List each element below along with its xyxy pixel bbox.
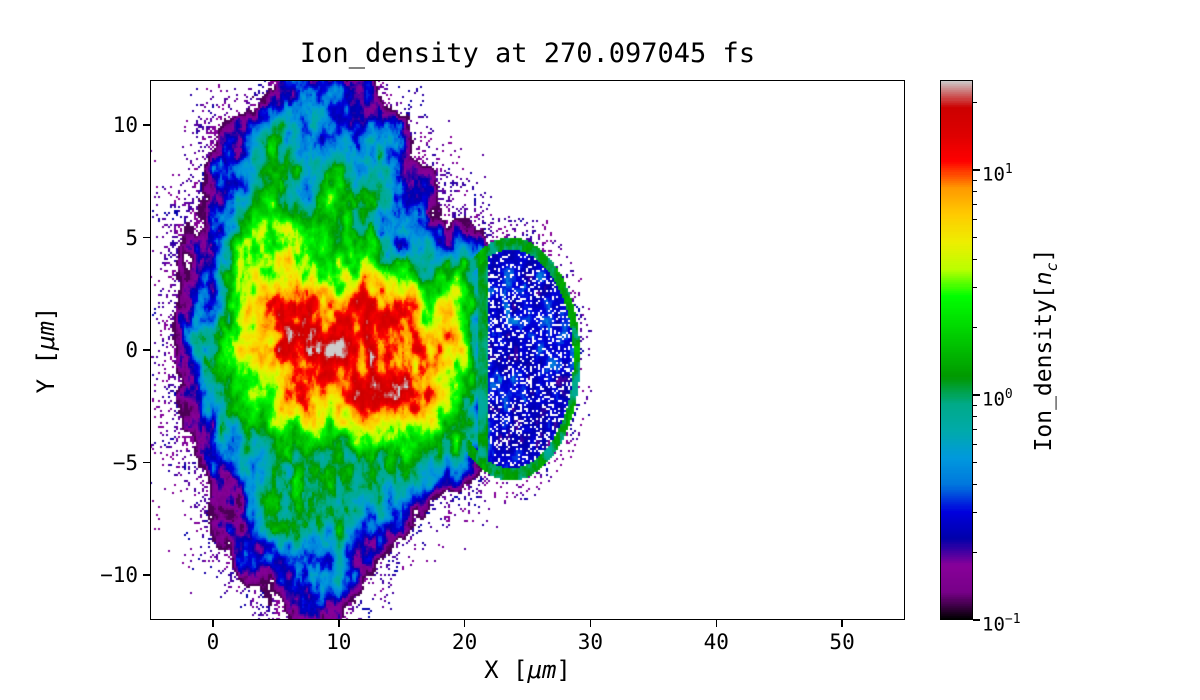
colorbar-minor-tick [973,484,977,486]
colorbar-tick-label: 100 [982,387,1013,411]
colorbar-minor-tick [973,191,977,193]
x-tick-label: 30 [577,630,604,654]
plot-title: Ion_density at 270.097045 fs [299,38,756,69]
colorbar-minor-tick [973,179,977,181]
x-tick-label: 0 [206,630,220,654]
y-tick-mark [143,124,150,126]
colorbar-minor-tick [973,326,977,328]
x-axis-label-units: μm [527,656,557,684]
colorbar-minor-tick [973,444,977,446]
heatmap-canvas [150,80,905,620]
y-tick-mark [143,349,150,351]
colorbar-label-symbol: n [1031,271,1058,286]
x-tick-mark [841,620,843,627]
colorbar-minor-tick [973,462,977,464]
colorbar-label: Ion_density[nc] [1031,249,1061,452]
x-tick-label: 10 [326,630,352,654]
x-axis-label-close: ] [556,656,571,684]
colorbar-minor-tick [973,416,977,418]
x-tick-mark [338,620,340,627]
colorbar-minor-tick [973,101,977,103]
colorbar-label-close: ] [1031,248,1058,263]
y-tick-label: −10 [100,563,138,587]
y-tick-label: 0 [125,338,138,362]
colorbar-tick-mark [973,394,980,396]
x-axis-label-text: X [ [484,656,528,684]
x-tick-mark [589,620,592,627]
colorbar-tick-label: 10−1 [982,612,1021,636]
colorbar-tick-mark [973,619,980,621]
x-tick-label: 40 [703,630,729,654]
x-axis-label: X [μm] [150,656,905,684]
colorbar-minor-tick [973,259,977,261]
colorbar-minor-tick [973,404,977,406]
y-tick-label: 5 [125,225,138,250]
x-tick-mark [715,620,717,627]
y-tick-mark [143,236,150,239]
x-tick-label: 50 [829,630,855,654]
colorbar-tick-mark [973,169,980,171]
x-tick-mark [212,620,214,627]
colorbar-minor-tick [973,219,977,221]
y-tick-label: −5 [112,450,138,475]
y-tick-label: 10 [112,113,138,137]
colorbar-label-subscript: c [1042,262,1061,272]
colorbar-minor-tick [973,287,977,289]
x-tick-mark [463,620,466,627]
colorbar-minor-tick [973,551,977,553]
x-tick-label: 20 [451,630,478,654]
colorbar-minor-tick [973,512,977,514]
y-tick-mark [143,461,150,464]
colorbar-minor-tick [973,237,977,239]
colorbar-label-text: Ion_density[ [1031,285,1058,452]
colorbar [940,80,973,620]
colorbar-minor-tick [973,429,977,431]
colorbar-minor-tick [973,204,977,206]
colorbar-tick-label: 101 [982,162,1013,186]
y-tick-mark [143,574,150,576]
y-axis-label-close: ] [32,306,60,322]
